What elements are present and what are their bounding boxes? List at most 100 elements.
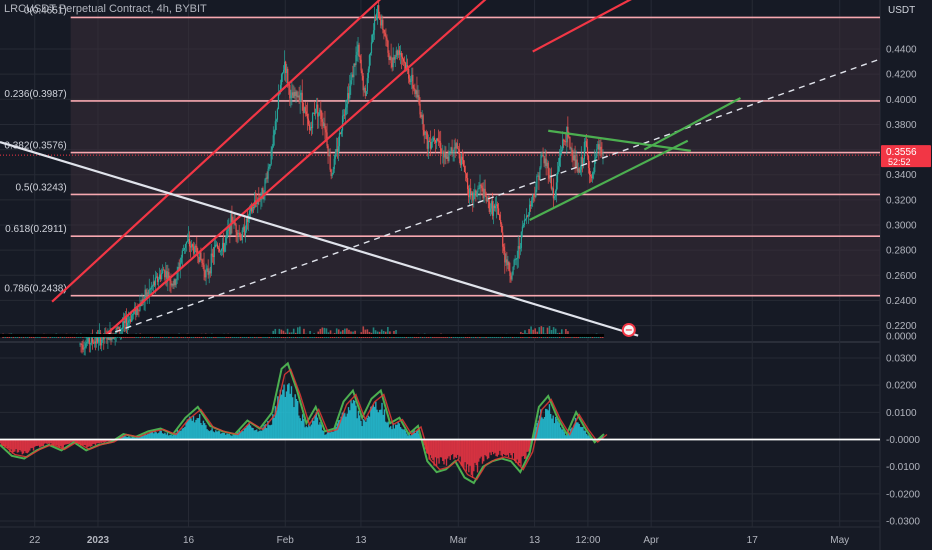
candle-body <box>308 124 311 130</box>
price-tick-label: 0.3800 <box>886 120 917 131</box>
candle-body <box>130 319 132 322</box>
oscillator-bar <box>22 439 25 454</box>
volume-bar <box>546 327 549 338</box>
candle-body <box>472 192 474 201</box>
candle-body <box>552 188 554 199</box>
oscillator-bar <box>243 428 246 440</box>
candle-body <box>558 157 561 167</box>
candle-body <box>178 267 180 269</box>
candle-body <box>420 114 422 118</box>
oscillator-bar <box>191 420 193 440</box>
oscillator-bar <box>528 439 531 452</box>
candle-body <box>406 65 408 69</box>
candle-body <box>290 95 292 99</box>
candle-body <box>151 285 153 287</box>
candle-body <box>262 188 264 200</box>
candle-body <box>298 95 300 102</box>
oscillator-bar <box>579 426 582 440</box>
oscillator-bar <box>239 431 242 440</box>
oscillator-bar <box>74 439 77 443</box>
oscillator-bar <box>92 439 94 445</box>
candle-body <box>186 240 189 242</box>
candle-body <box>383 29 385 33</box>
volume-bar <box>239 336 242 338</box>
oscillator-bar <box>411 434 413 440</box>
candle-body <box>201 259 203 263</box>
oscillator-bar <box>437 439 439 459</box>
candle-body <box>337 146 339 154</box>
candle-body <box>404 62 407 69</box>
candle-body <box>471 192 473 194</box>
oscillator-bar <box>108 439 110 443</box>
oscillator-bar <box>318 424 320 440</box>
candle-body <box>452 151 454 153</box>
oscillator-bar <box>242 431 244 440</box>
oscillator-bar <box>522 439 525 457</box>
oscillator-bar <box>320 424 322 440</box>
candle-body <box>584 141 587 143</box>
candle-body <box>366 78 368 92</box>
oscillator-bar <box>35 439 37 447</box>
oscillator-bar <box>124 436 126 440</box>
volume-bar <box>448 336 451 338</box>
candle-body <box>271 146 273 150</box>
volume-bar <box>325 328 328 338</box>
oscillator-bar <box>158 432 160 440</box>
candle-body <box>93 341 96 344</box>
candle-body <box>491 201 494 216</box>
candle-body <box>494 205 497 209</box>
candle-body <box>511 274 513 280</box>
candle-body <box>113 338 115 339</box>
oscillator-bar <box>308 424 310 440</box>
oscillator-bar <box>25 439 27 453</box>
oscillator-tick-label: -0.0000 <box>886 435 920 446</box>
oscillator-bar <box>527 439 530 452</box>
candle-body <box>199 252 201 263</box>
oscillator-bar <box>227 434 229 440</box>
oscillator-bar <box>466 439 469 465</box>
candle-body <box>249 206 252 211</box>
oscillator-bar <box>330 431 332 440</box>
candle-body <box>365 91 367 96</box>
candle-body <box>346 104 348 108</box>
oscillator-bar <box>549 413 552 440</box>
oscillator-bar <box>254 430 257 440</box>
oscillator-bar <box>404 430 407 440</box>
oscillator-bar <box>170 434 172 440</box>
candle-body <box>350 80 352 87</box>
oscillator-bar <box>232 434 234 440</box>
candle-body <box>399 53 402 55</box>
candle-body <box>459 158 461 166</box>
candle-body <box>506 259 508 266</box>
candle-body <box>200 252 202 260</box>
oscillator-bar <box>316 417 319 440</box>
oscillator-bar <box>91 439 93 446</box>
oscillator-bar <box>454 439 456 458</box>
oscillator-bar <box>287 384 289 440</box>
volume-bar <box>299 326 301 338</box>
oscillator-bar <box>367 415 370 440</box>
oscillator-bar <box>546 409 548 440</box>
oscillator-bar <box>55 439 57 446</box>
oscillator-bar <box>6 439 9 449</box>
candle-body <box>351 74 353 81</box>
oscillator-bar <box>505 439 507 456</box>
candle-body <box>360 59 362 71</box>
candle-body <box>521 226 523 232</box>
candle-body <box>385 36 387 38</box>
time-tick-label: 2023 <box>87 535 110 546</box>
time-tick-label: Mar <box>450 535 468 546</box>
volume-bar <box>548 326 551 338</box>
candle-body <box>155 276 158 278</box>
candle-body <box>153 281 156 286</box>
candle-body <box>347 93 349 105</box>
oscillator-bar <box>98 439 100 444</box>
candle-body <box>83 348 85 350</box>
candle-body <box>322 121 324 127</box>
oscillator-bar <box>63 439 66 445</box>
oscillator-bar <box>103 439 105 443</box>
candle-body <box>269 164 271 167</box>
oscillator-bar <box>1 439 4 447</box>
